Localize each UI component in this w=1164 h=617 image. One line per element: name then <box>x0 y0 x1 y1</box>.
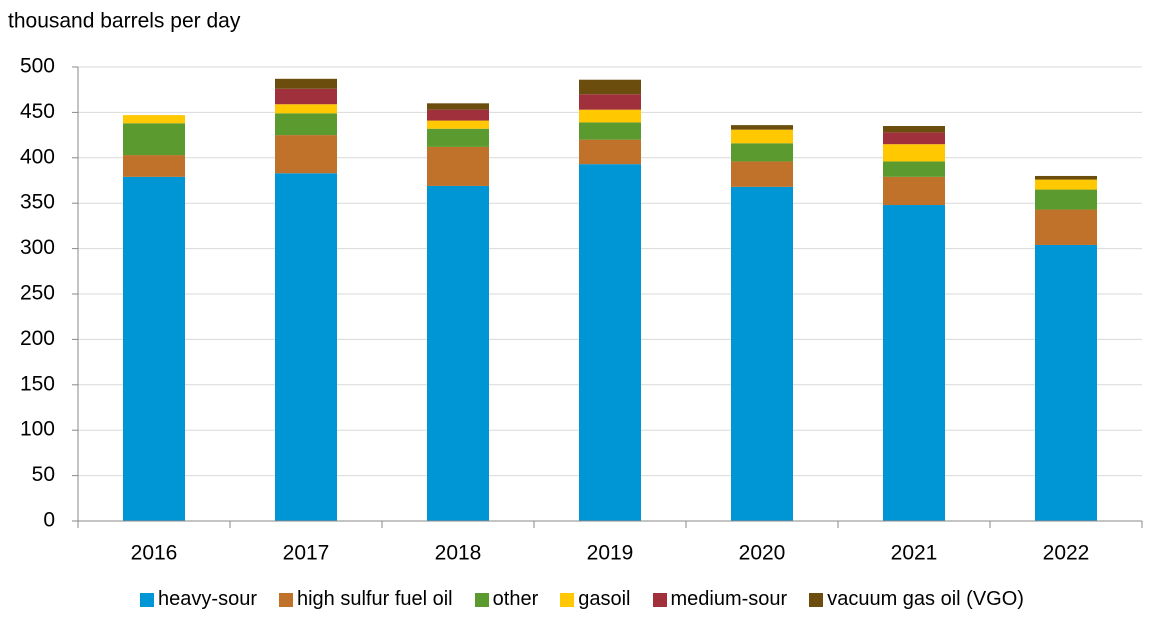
y-tick-label: 450 <box>20 100 55 123</box>
x-tick-label: 2016 <box>131 542 178 565</box>
chart: thousand barrels per day 0 50 100 150 200 250… <box>8 10 1143 565</box>
bar-segment <box>579 109 641 123</box>
legend-label: heavy-sour <box>158 588 257 610</box>
bar-segment <box>883 161 945 177</box>
bar-segment <box>275 113 337 136</box>
legend-swatch <box>140 592 155 607</box>
legend-item: medium-sour <box>652 588 788 611</box>
legend: heavy-sour high sulfur fuel oil other gasoi… <box>0 588 1164 611</box>
bar-segment <box>883 205 945 522</box>
bar-segment <box>731 129 793 144</box>
bar-segment <box>123 115 185 124</box>
y-tick-label: 200 <box>20 327 55 350</box>
bar-segment <box>275 104 337 114</box>
bar-segment <box>123 123 185 156</box>
bar-segment <box>579 122 641 140</box>
bar-segment <box>275 88 337 105</box>
bar-segment <box>731 186 793 521</box>
legend-swatch <box>474 592 489 607</box>
bar-segment <box>123 155 185 177</box>
y-tick-label: 350 <box>20 191 55 214</box>
legend-item: gasoil <box>560 588 631 611</box>
x-tick-label: 2020 <box>739 542 786 565</box>
bar-segment <box>1035 189 1097 210</box>
legend-swatch <box>652 592 667 607</box>
legend-item: high sulfur fuel oil <box>278 588 453 611</box>
legend-label: other <box>492 588 539 610</box>
bar-segment <box>731 161 793 187</box>
bar-segment <box>579 139 641 165</box>
bar-segment <box>731 143 793 162</box>
bar-segment <box>275 135 337 174</box>
y-tick-label: 0 <box>43 509 55 532</box>
bar-segment <box>579 94 641 110</box>
legend-swatch <box>809 592 824 607</box>
bar-segment <box>1035 175 1097 180</box>
x-tick-label: 2021 <box>891 542 938 565</box>
bar-segment <box>883 176 945 206</box>
y-tick-label: 300 <box>20 236 55 259</box>
bar-segment <box>427 109 489 121</box>
x-tick-label: 2022 <box>1043 542 1090 565</box>
bar-segment <box>579 164 641 521</box>
bar-segment <box>883 144 945 162</box>
bar-segment <box>1035 244 1097 521</box>
legend-label: high sulfur fuel oil <box>296 588 453 610</box>
x-tick-label: 2019 <box>587 542 634 565</box>
bar-segment <box>1035 179 1097 190</box>
legend-swatch <box>278 592 293 607</box>
bar-segment <box>427 128 489 147</box>
bar-segment <box>883 132 945 145</box>
bar-segment <box>427 146 489 186</box>
bar-segment <box>275 78 337 89</box>
y-tick-label: 100 <box>20 418 55 441</box>
legend-item: other <box>474 588 539 611</box>
bar-segment <box>1035 209 1097 245</box>
y-axis-label: thousand barrels per day <box>8 10 241 33</box>
x-tick-label: 2018 <box>435 542 482 565</box>
bar-segment <box>427 120 489 129</box>
bar-segment <box>123 176 185 522</box>
legend-label: gasoil <box>578 588 631 610</box>
y-tick-label: 500 <box>20 55 55 78</box>
y-tick-label: 150 <box>20 372 55 395</box>
legend-swatch <box>560 592 575 607</box>
bar-segment <box>883 126 945 133</box>
legend-label: vacuum gas oil (VGO) <box>827 588 1024 610</box>
bar-segment <box>579 79 641 95</box>
legend-item: vacuum gas oil (VGO) <box>809 588 1024 611</box>
bar-segment <box>275 173 337 521</box>
bar-segment <box>731 125 793 130</box>
y-tick-label: 50 <box>32 463 55 486</box>
y-tick-label: 250 <box>20 282 55 305</box>
x-tick-label: 2017 <box>283 542 330 565</box>
bar-segment <box>427 185 489 521</box>
legend-label: medium-sour <box>670 588 788 610</box>
bar-segment <box>427 103 489 110</box>
legend-item: heavy-sour <box>140 588 257 611</box>
y-tick-label: 400 <box>20 145 55 168</box>
